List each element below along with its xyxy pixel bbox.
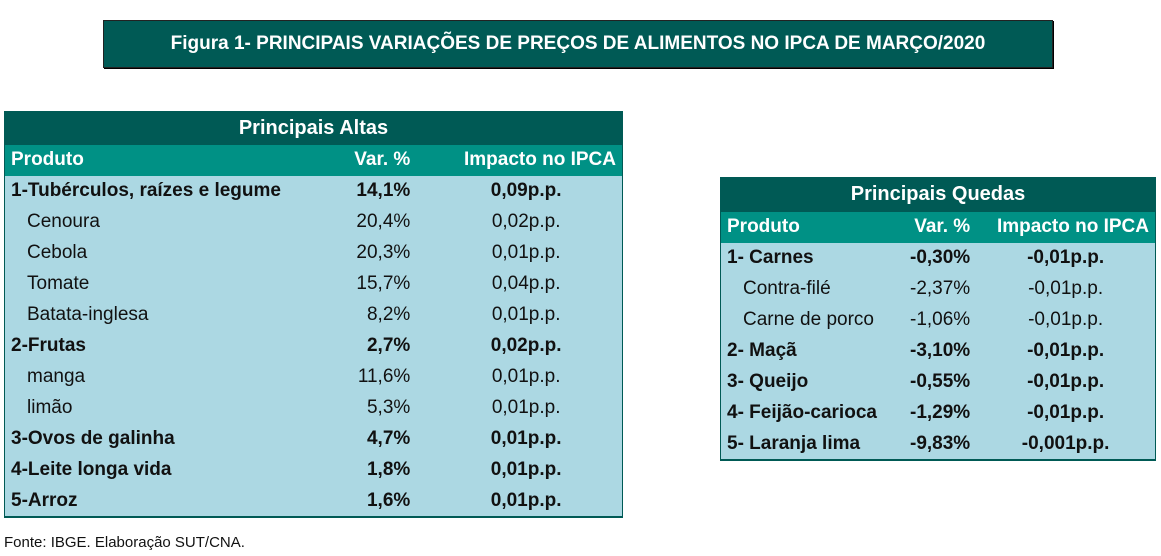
product-cell: Cebola	[27, 242, 88, 263]
impact-cell: -0,01p.p.	[1027, 340, 1105, 361]
product-cell: Carne de porco	[743, 309, 874, 330]
impact-cell: 0,01p.p.	[490, 459, 562, 480]
table-row: 5-Arroz 1,6% 0,01p.p.	[5, 486, 623, 517]
product-cell: 3- Queijo	[727, 371, 809, 392]
source-note: Fonte: IBGE. Elaboração SUT/CNA.	[4, 534, 245, 551]
product-cell: 4-Leite longa vida	[11, 459, 172, 480]
product-cell: 2-Frutas	[11, 335, 86, 356]
product-cell: 1- Carnes	[727, 247, 814, 268]
impact-cell: 0,04p.p.	[491, 273, 561, 294]
product-cell: 5-Arroz	[11, 489, 78, 511]
impact-cell: 0,01p.p.	[491, 397, 561, 418]
var-cell: 11,6%	[357, 366, 411, 387]
var-cell: 20,4%	[356, 211, 411, 232]
col-impacto: Impacto no IPCA	[430, 144, 623, 176]
impact-cell: 0,02p.p.	[491, 211, 561, 232]
var-cell: -3,10%	[910, 340, 971, 361]
table-row: manga 11,6% 0,01p.p.	[5, 362, 623, 393]
table-row: limão 5,3% 0,01p.p.	[5, 393, 623, 424]
product-cell: limão	[27, 397, 73, 418]
var-cell: -0,55%	[910, 371, 971, 392]
table-row: 3-Ovos de galinha 4,7% 0,01p.p.	[5, 424, 623, 455]
var-cell: -2,37%	[910, 278, 971, 299]
impact-cell: 0,01p.p.	[491, 304, 561, 325]
altas-table: Principais Altas Produto Var. % Impacto …	[4, 111, 623, 518]
col-var: Var. %	[897, 211, 977, 243]
altas-title: Principais Altas	[4, 111, 623, 145]
impact-cell: 0,01p.p.	[491, 366, 561, 387]
impact-cell: -0,01p.p.	[1027, 247, 1105, 268]
impact-cell: 0,01p.p.	[490, 428, 562, 449]
var-cell: -0,30%	[910, 247, 971, 268]
product-cell: 2- Maçã	[727, 340, 797, 361]
col-impacto: Impacto no IPCA	[976, 211, 1156, 243]
var-cell: -1,29%	[910, 402, 971, 423]
impact-cell: 0,01p.p.	[491, 242, 561, 263]
var-cell: -1,06%	[910, 309, 971, 330]
product-cell: 1-Tubérculos, raízes e legume	[11, 180, 281, 201]
var-cell: 8,2%	[366, 304, 411, 325]
table-row: 3- Queijo -0,55% -0,01p.p.	[721, 367, 1156, 398]
var-cell: 20,3%	[356, 242, 411, 263]
impact-cell: -0,01p.p.	[1028, 278, 1104, 299]
impact-cell: -0,01p.p.	[1028, 309, 1104, 330]
table-row: 1-Tubérculos, raízes e legume 14,1% 0,09p.…	[5, 176, 623, 207]
product-cell: 3-Ovos de galinha	[11, 428, 175, 449]
quedas-table: Principais Quedas Produto Var. % Impacto…	[720, 177, 1156, 461]
table-row: 2- Maçã -3,10% -0,01p.p.	[721, 336, 1156, 367]
table-row: 4-Leite longa vida 1,8% 0,01p.p.	[5, 455, 623, 486]
var-cell: 5,3%	[366, 397, 411, 418]
impact-cell: -0,001p.p.	[1021, 432, 1110, 454]
col-produto: Produto	[720, 211, 898, 243]
table-row: 5- Laranja lima -9,83% -0,001p.p.	[721, 429, 1156, 460]
quedas-title: Principais Quedas	[720, 177, 1156, 212]
impact-cell: -0,01p.p.	[1027, 371, 1105, 392]
product-cell: Batata-inglesa	[27, 304, 149, 325]
product-cell: Cenoura	[27, 211, 100, 232]
table-row: Cebola 20,3% 0,01p.p.	[5, 238, 623, 269]
figure-title: Figura 1- PRINCIPAIS VARIAÇÕES DE PREÇOS…	[103, 20, 1053, 68]
var-cell: 15,7%	[356, 273, 411, 294]
table-row: 4- Feijão-carioca -1,29% -0,01p.p.	[721, 398, 1156, 429]
impact-cell: -0,01p.p.	[1027, 402, 1105, 423]
product-cell: 4- Feijão-carioca	[727, 402, 877, 423]
product-cell: manga	[27, 366, 86, 387]
impact-cell: 0,01p.p.	[490, 489, 562, 511]
table-row: Carne de porco -1,06% -0,01p.p.	[721, 305, 1156, 336]
product-cell: 5- Laranja lima	[727, 432, 861, 454]
product-cell: Tomate	[27, 273, 90, 294]
table-row: Cenoura 20,4% 0,02p.p.	[5, 207, 623, 238]
table-row: Tomate 15,7% 0,04p.p.	[5, 269, 623, 300]
var-cell: 14,1%	[356, 180, 411, 201]
table-row: 2-Frutas 2,7% 0,02p.p.	[5, 331, 623, 362]
col-var: Var. %	[334, 144, 431, 176]
var-cell: 1,6%	[366, 489, 411, 511]
var-cell: 2,7%	[366, 335, 411, 356]
col-produto: Produto	[4, 144, 335, 176]
table-row: 1- Carnes -0,30% -0,01p.p.	[721, 243, 1156, 274]
var-cell: -9,83%	[910, 432, 971, 454]
table-row: Batata-inglesa 8,2% 0,01p.p.	[5, 300, 623, 331]
product-cell: Contra-filé	[743, 278, 831, 299]
var-cell: 1,8%	[366, 459, 411, 480]
table-row: Contra-filé -2,37% -0,01p.p.	[721, 274, 1156, 305]
impact-cell: 0,09p.p.	[490, 180, 562, 201]
impact-cell: 0,02p.p.	[490, 335, 562, 356]
var-cell: 4,7%	[366, 428, 411, 449]
